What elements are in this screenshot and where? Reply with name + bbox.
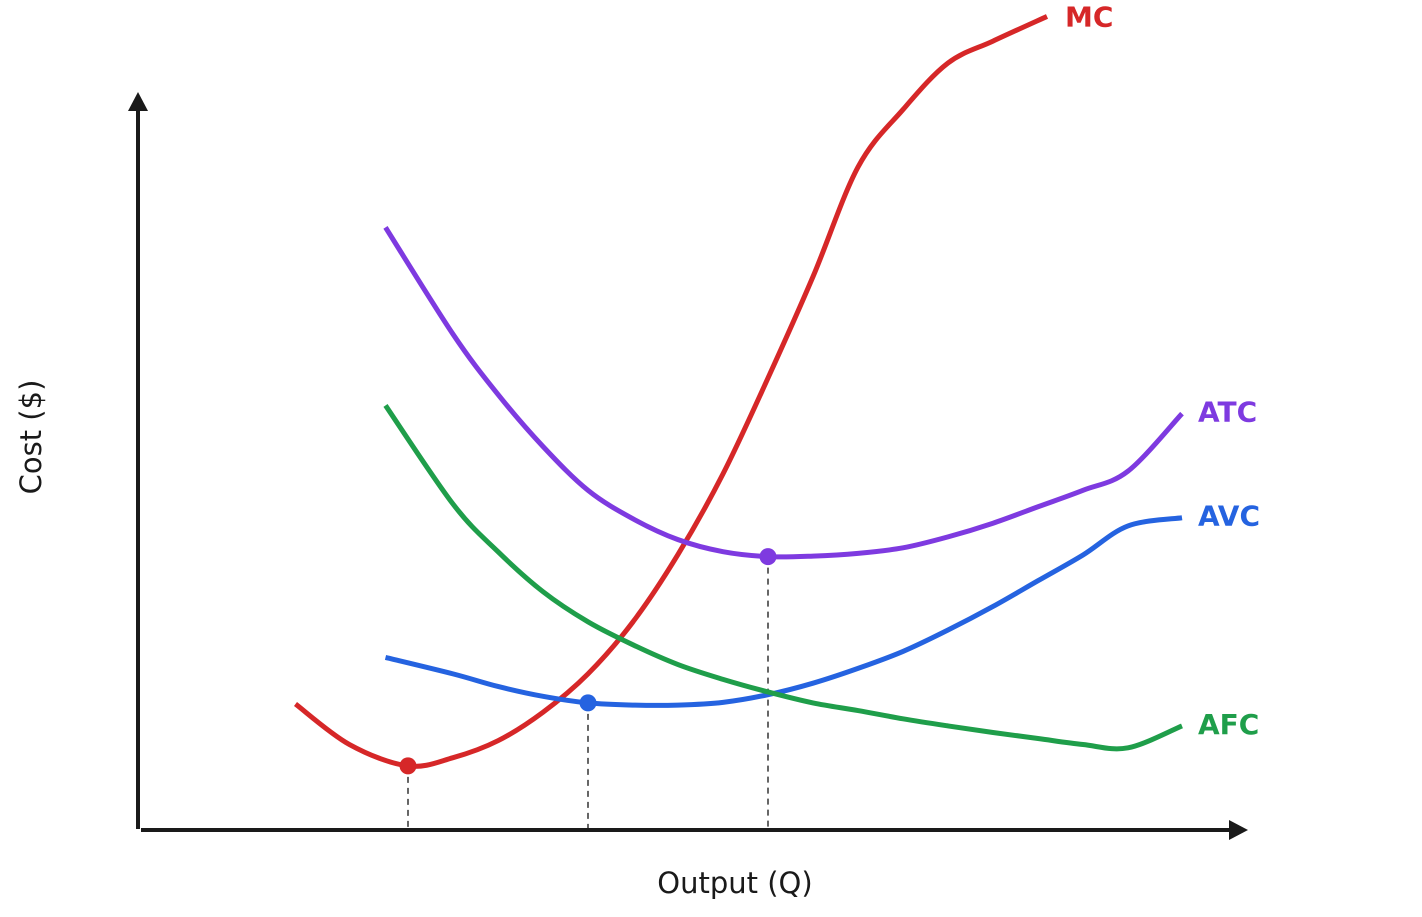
avc-series-label: AVC (1198, 500, 1260, 533)
y-axis-arrow-icon (128, 92, 148, 111)
mc-series-label: MC (1065, 0, 1113, 33)
marked-point-3 (759, 548, 777, 566)
marked-points-layer (399, 548, 777, 775)
axes-layer (128, 92, 1248, 840)
afc-curve (383, 403, 1183, 752)
marked-point-1 (399, 757, 417, 775)
afc-series-label: AFC (1198, 708, 1259, 741)
y-axis-title: Cost ($) (14, 380, 48, 495)
series-labels-layer: MC ATC AVC AFC (1065, 0, 1260, 741)
x-axis-title: Output (Q) (657, 866, 812, 900)
marked-point-2 (579, 694, 597, 712)
guide-lines-layer (407, 556, 769, 830)
mc-curve (293, 14, 1049, 769)
atc-curve (383, 226, 1184, 560)
x-axis-arrow-icon (1229, 820, 1248, 840)
series-layer (293, 14, 1184, 769)
atc-series-label: ATC (1198, 396, 1257, 429)
avc-curve (384, 515, 1183, 708)
